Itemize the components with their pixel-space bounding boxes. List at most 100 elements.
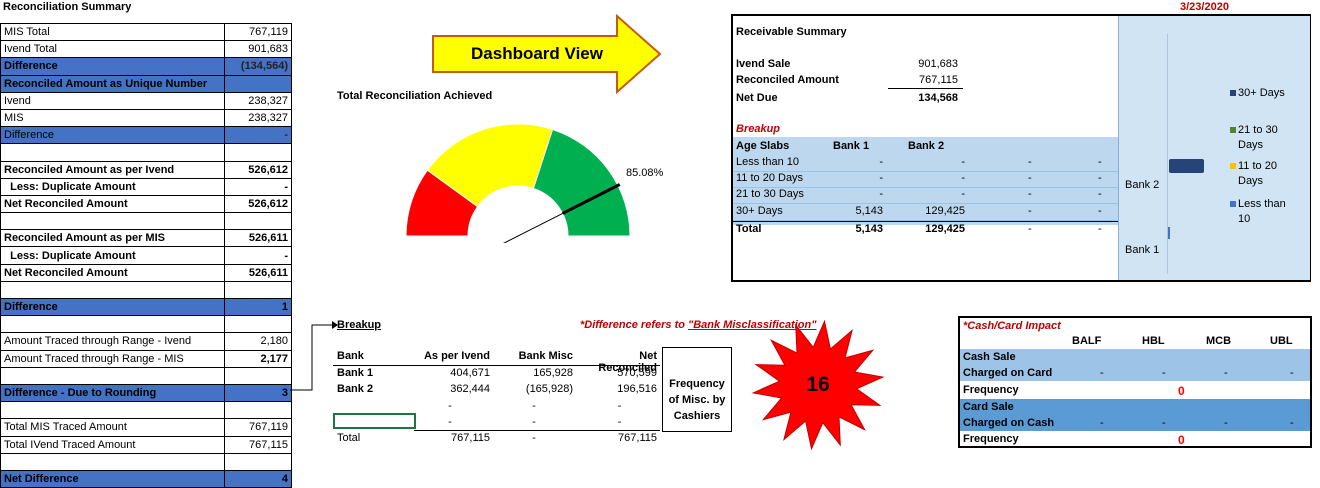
age-slab-label: 11 to 20 Days	[736, 172, 804, 185]
recon-value[interactable]: 526,611	[224, 229, 292, 248]
recon-label[interactable]	[0, 315, 225, 334]
recon-value[interactable]	[224, 212, 292, 231]
recon-label[interactable]: Total IVend Traced Amount	[0, 435, 225, 454]
recon-row: Ivend Total 901,683	[0, 40, 292, 59]
recon-value[interactable]: 767,119	[224, 418, 292, 437]
recon-row: Total MIS Traced Amount 767,119	[0, 418, 292, 437]
card-dash-3: -	[1224, 367, 1228, 379]
breakup-cell-as-per-ivend-col[interactable]: -	[448, 400, 452, 412]
frequency-value: 16	[806, 373, 830, 396]
recon-value[interactable]: 3	[224, 383, 292, 403]
recon-value[interactable]: 238,327	[224, 91, 292, 110]
recon-label[interactable]: Difference	[0, 126, 225, 145]
recon-value[interactable]: 1	[224, 297, 292, 317]
recon-value[interactable]	[224, 74, 292, 93]
breakup-cell-net-reconciled-col[interactable]: -	[617, 400, 622, 412]
recon-value[interactable]: (134,564)	[224, 57, 292, 76]
recon-label[interactable]: Less: Duplicate Amount	[0, 246, 225, 265]
age-slab-bank2: -	[961, 188, 965, 201]
recon-value[interactable]	[224, 315, 292, 334]
recon-value[interactable]	[224, 401, 292, 420]
dashboard-arrow[interactable]	[432, 14, 662, 94]
recon-value[interactable]: 2,180	[224, 332, 292, 351]
recon-value[interactable]: -	[224, 126, 292, 145]
recon-label[interactable]	[0, 143, 225, 162]
row-divider	[733, 171, 1118, 172]
recon-value[interactable]	[224, 366, 292, 385]
cash-card-title: *Cash/Card Impact	[963, 320, 1061, 332]
recon-row: Net Difference 4	[0, 469, 292, 488]
ivend-sale-label: Ivend Sale	[736, 58, 791, 70]
breakup-cell-net-reconciled-col[interactable]: 570,599	[617, 367, 657, 379]
recon-label[interactable]: Ivend	[0, 91, 225, 110]
breakup-cell-bank-col[interactable]: Bank 1	[337, 367, 374, 379]
breakup-header-bank-misc-col: Bank Misc	[518, 350, 573, 362]
recon-label[interactable]	[0, 366, 225, 385]
breakup-cell-net-reconciled-col[interactable]: -	[617, 416, 622, 428]
recon-label[interactable]: Difference	[0, 297, 225, 317]
frequency-misc-box: Frequency of Misc. by Cashiers	[662, 347, 732, 432]
recon-value[interactable]: 526,612	[224, 160, 292, 179]
recon-label[interactable]: Net Difference	[0, 469, 225, 488]
age-slab-bank2: -	[961, 172, 965, 185]
recon-label[interactable]: Difference	[0, 57, 225, 76]
recon-value[interactable]: 238,327	[224, 108, 292, 128]
breakup-cell-bank-misc-col[interactable]: -	[532, 400, 536, 412]
recon-row: Amount Traced through Range - Ivend 2,180	[0, 332, 292, 351]
reconciliation-summary-title: Reconciliation Summary	[3, 1, 132, 13]
recon-label[interactable]: MIS	[0, 108, 225, 128]
breakup-cell-bank-col[interactable]: Bank 2	[337, 383, 374, 395]
recon-row: Reconciled Amount as per MIS 526,611	[0, 229, 292, 248]
recon-value[interactable]: 526,611	[224, 263, 292, 282]
recon-label[interactable]	[0, 212, 225, 231]
recon-label[interactable]	[0, 401, 225, 420]
breakup-cell-as-per-ivend-col[interactable]: 362,444	[450, 383, 490, 395]
recon-row: Amount Traced through Range - MIS 2,177	[0, 349, 292, 368]
breakup-cell-bank-misc-col[interactable]: -	[532, 416, 536, 428]
recon-label[interactable]: Amount Traced through Range - MIS	[0, 349, 225, 368]
breakup-cell-net-reconciled-col[interactable]: 196,516	[617, 383, 657, 395]
recon-row	[0, 315, 292, 334]
recon-value[interactable]: -	[224, 246, 292, 265]
breakup-cell-as-per-ivend-col[interactable]: 404,671	[450, 367, 490, 379]
age-slab-bank2: 129,425	[925, 204, 965, 217]
recon-label[interactable]: Net Reconciled Amount	[0, 263, 225, 282]
recon-value[interactable]: 2,177	[224, 349, 292, 368]
recon-label[interactable]	[0, 280, 225, 300]
age-slab-col3: -	[1028, 172, 1032, 185]
breakup-cell-bank-misc-col[interactable]: (165,928)	[525, 383, 573, 395]
recon-value[interactable]: 526,612	[224, 194, 292, 214]
selected-cell[interactable]	[333, 413, 416, 429]
breakup-title: Breakup	[337, 319, 382, 331]
recon-value[interactable]: 901,683	[224, 40, 292, 59]
recon-value[interactable]: -	[224, 177, 292, 196]
reconciliation-gauge	[405, 123, 631, 243]
breakup-band	[733, 137, 1118, 225]
recon-label[interactable]: Difference - Due to Rounding	[0, 383, 225, 403]
recon-label[interactable]: Less: Duplicate Amount	[0, 177, 225, 196]
legend-label: Less than 10	[1238, 198, 1286, 225]
recon-label[interactable]: Net Reconciled Amount	[0, 194, 225, 214]
recon-row: MIS 238,327	[0, 108, 292, 128]
recon-label[interactable]: Total MIS Traced Amount	[0, 418, 225, 437]
recon-label[interactable]: Reconciled Amount as per Ivend	[0, 160, 225, 179]
recon-value[interactable]: 767,119	[224, 22, 292, 42]
recon-row: Difference 1	[0, 297, 292, 317]
recon-label[interactable]: MIS Total	[0, 22, 225, 42]
age-slab-col4: -	[1098, 172, 1102, 185]
bank1-header: Bank 1	[833, 140, 870, 152]
recon-label[interactable]: Ivend Total	[0, 40, 225, 59]
recon-label[interactable]: Amount Traced through Range - Ivend	[0, 332, 225, 351]
recon-value[interactable]	[224, 143, 292, 162]
breakup-cell-bank-misc-col[interactable]: 165,928	[533, 367, 573, 379]
recon-value[interactable]	[224, 280, 292, 300]
gauge-percent-label: 85.08%	[626, 167, 664, 179]
breakup-cell-as-per-ivend-col[interactable]: -	[448, 416, 452, 428]
bank2-axis-label: Bank 2	[1125, 179, 1160, 191]
breakup-header-as-per-ivend-col: As per Ivend	[423, 350, 490, 362]
dashboard-view-label[interactable]: Dashboard View	[471, 44, 603, 63]
recon-value[interactable]: 767,115	[224, 435, 292, 454]
recon-label[interactable]: Reconciled Amount as Unique Number	[0, 74, 225, 93]
recon-value[interactable]: 4	[224, 469, 292, 488]
recon-label[interactable]: Reconciled Amount as per MIS	[0, 229, 225, 248]
